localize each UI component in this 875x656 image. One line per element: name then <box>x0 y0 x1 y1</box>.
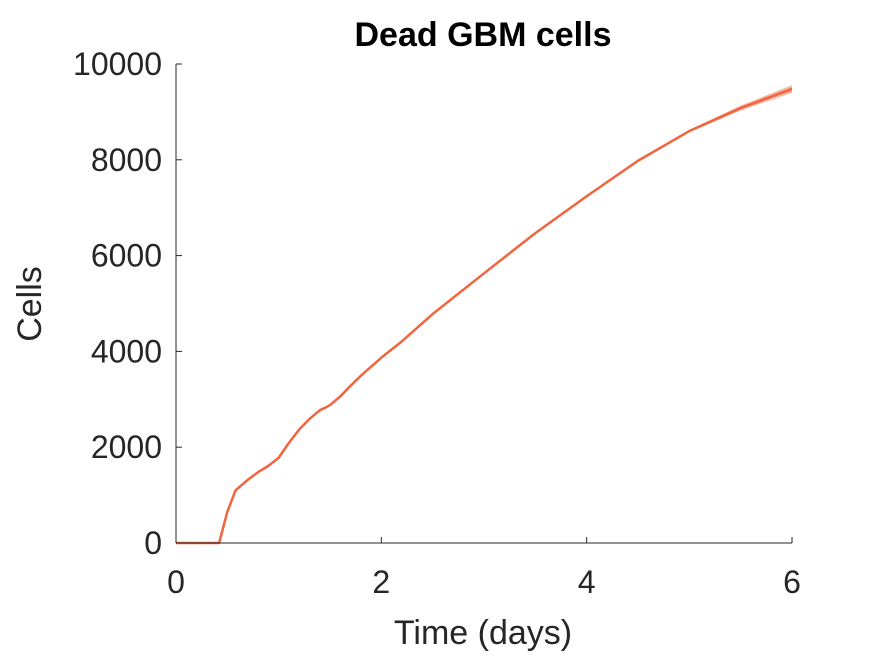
x-axis-label: Time (days) <box>394 614 572 652</box>
series-0-confidence-band <box>176 85 792 544</box>
x-tick-label: 4 <box>578 564 596 600</box>
x-tick-label: 6 <box>783 564 801 600</box>
x-tick-label: 2 <box>372 564 390 600</box>
y-axis-label: Cells <box>11 266 49 342</box>
y-tick-label: 4000 <box>91 333 162 369</box>
x-tick-label: 0 <box>167 564 185 600</box>
y-tick-label: 10000 <box>73 46 162 82</box>
y-tick-label: 0 <box>144 525 162 561</box>
y-tick-label: 2000 <box>91 429 162 465</box>
y-tick-label: 8000 <box>91 142 162 178</box>
series-0-line <box>176 87 793 545</box>
y-tick-label: 6000 <box>91 238 162 274</box>
plot-area: 0 2 4 6 0 2000 4000 6000 8000 10000 <box>73 46 801 600</box>
chart-title: Dead GBM cells <box>355 16 612 54</box>
